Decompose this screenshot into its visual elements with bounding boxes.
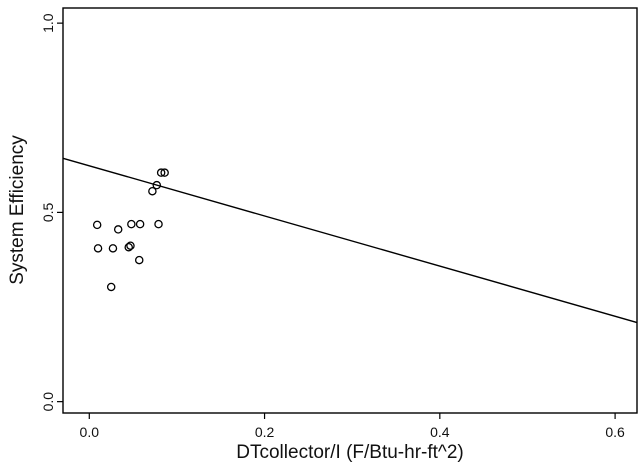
data-point — [113, 225, 123, 234]
data-point — [106, 282, 116, 292]
x-tick-label: 0.0 — [80, 424, 100, 440]
data-point — [152, 180, 162, 190]
data-point — [135, 219, 145, 229]
y-tick-label: 1.0 — [40, 13, 56, 33]
data-point — [148, 186, 157, 196]
x-tick-label: 0.4 — [430, 424, 450, 440]
data-point — [134, 255, 144, 265]
plot-area — [62, 157, 638, 324]
data-point — [127, 219, 136, 229]
data-point — [156, 168, 166, 177]
fit-line — [62, 157, 638, 324]
data-point — [92, 220, 102, 230]
y-tick-label: 0.0 — [40, 392, 56, 412]
x-axis-label: DTcollector/I (F/Btu-hr-ft^2) — [236, 442, 463, 463]
data-point — [160, 168, 169, 177]
x-tick-label: 0.2 — [255, 424, 275, 440]
data-point — [93, 244, 103, 253]
data-point — [126, 241, 135, 250]
plot-frame — [62, 7, 638, 414]
y-axis: 0.0 0.5 1.0 — [40, 13, 63, 411]
x-tick-label: 0.6 — [605, 424, 625, 440]
data-point — [154, 219, 163, 229]
data-point — [108, 244, 118, 253]
x-axis: 0.0 0.2 0.4 0.6 — [80, 413, 625, 440]
y-tick-label: 0.5 — [40, 202, 56, 222]
data-point — [124, 242, 133, 252]
y-axis-label: System Efficiency — [7, 135, 28, 285]
